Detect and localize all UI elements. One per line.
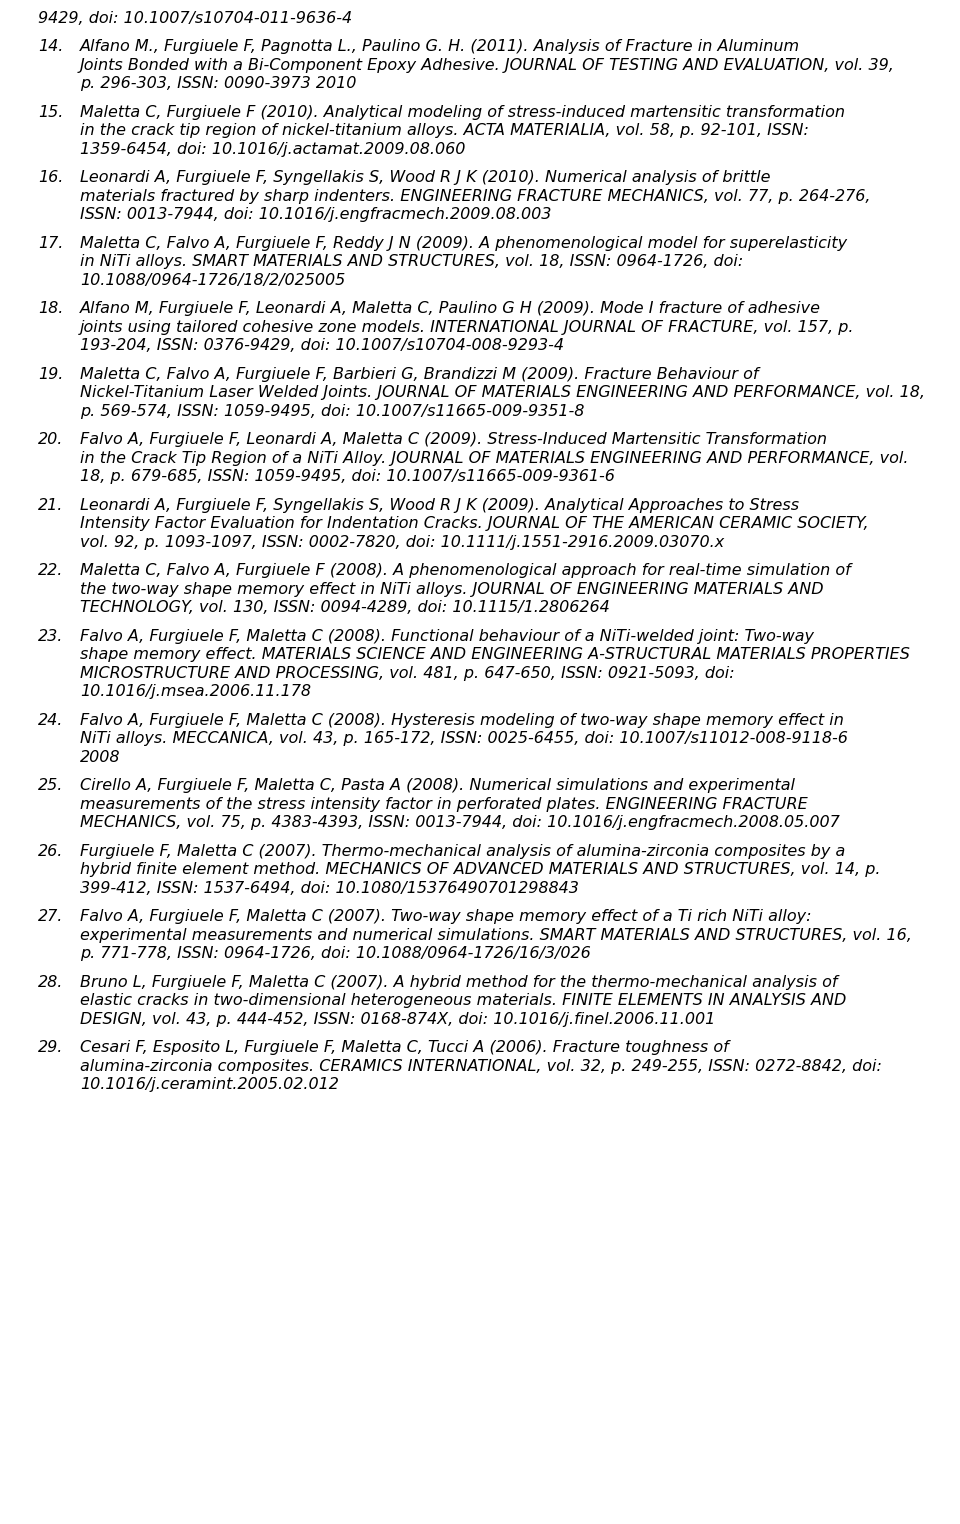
Text: 16.: 16. [38, 171, 63, 186]
Text: MECHANICS, vol. 75, p. 4383-4393, ISSN: 0013-7944, doi: 10.1016/j.engfracmech.20: MECHANICS, vol. 75, p. 4383-4393, ISSN: … [80, 815, 840, 831]
Text: Maletta C, Falvo A, Furgiuele F, Barbieri G, Brandizzi M (2009). Fracture Behavi: Maletta C, Falvo A, Furgiuele F, Barbier… [80, 367, 758, 383]
Text: 27.: 27. [38, 910, 63, 924]
Text: 24.: 24. [38, 713, 63, 728]
Text: 17.: 17. [38, 236, 63, 251]
Text: p. 296-303, ISSN: 0090-3973 2010: p. 296-303, ISSN: 0090-3973 2010 [80, 76, 356, 91]
Text: MICROSTRUCTURE AND PROCESSING, vol. 481, p. 647-650, ISSN: 0921-5093, doi:: MICROSTRUCTURE AND PROCESSING, vol. 481,… [80, 666, 734, 681]
Text: elastic cracks in two-dimensional heterogeneous materials. FINITE ELEMENTS IN AN: elastic cracks in two-dimensional hetero… [80, 994, 847, 1009]
Text: Joints Bonded with a Bi-Component Epoxy Adhesive. JOURNAL OF TESTING AND EVALUAT: Joints Bonded with a Bi-Component Epoxy … [80, 58, 895, 73]
Text: 29.: 29. [38, 1041, 63, 1055]
Text: 22.: 22. [38, 564, 63, 578]
Text: Nickel-Titanium Laser Welded Joints. JOURNAL OF MATERIALS ENGINEERING AND PERFOR: Nickel-Titanium Laser Welded Joints. JOU… [80, 386, 925, 401]
Text: Furgiuele F, Maletta C (2007). Thermo-mechanical analysis of alumina-zirconia co: Furgiuele F, Maletta C (2007). Thermo-me… [80, 844, 845, 860]
Text: 18, p. 679-685, ISSN: 1059-9495, doi: 10.1007/s11665-009-9361-6: 18, p. 679-685, ISSN: 1059-9495, doi: 10… [80, 469, 614, 485]
Text: 10.1088/0964-1726/18/2/025005: 10.1088/0964-1726/18/2/025005 [80, 273, 346, 288]
Text: 28.: 28. [38, 975, 63, 989]
Text: the two-way shape memory effect in NiTi alloys. JOURNAL OF ENGINEERING MATERIALS: the two-way shape memory effect in NiTi … [80, 582, 824, 597]
Text: 399-412, ISSN: 1537-6494, doi: 10.1080/15376490701298843: 399-412, ISSN: 1537-6494, doi: 10.1080/1… [80, 881, 579, 896]
Text: Alfano M., Furgiuele F, Pagnotta L., Paulino G. H. (2011). Analysis of Fracture : Alfano M., Furgiuele F, Pagnotta L., Pau… [80, 40, 800, 55]
Text: Falvo A, Furgiuele F, Maletta C (2008). Hysteresis modeling of two-way shape mem: Falvo A, Furgiuele F, Maletta C (2008). … [80, 713, 844, 728]
Text: 18.: 18. [38, 302, 63, 317]
Text: TECHNOLOGY, vol. 130, ISSN: 0094-4289, doi: 10.1115/1.2806264: TECHNOLOGY, vol. 130, ISSN: 0094-4289, d… [80, 600, 610, 616]
Text: alumina-zirconia composites. CERAMICS INTERNATIONAL, vol. 32, p. 249-255, ISSN: : alumina-zirconia composites. CERAMICS IN… [80, 1059, 882, 1074]
Text: 10.1016/j.ceramint.2005.02.012: 10.1016/j.ceramint.2005.02.012 [80, 1077, 339, 1093]
Text: Maletta C, Falvo A, Furgiuele F, Reddy J N (2009). A phenomenological model for : Maletta C, Falvo A, Furgiuele F, Reddy J… [80, 236, 847, 251]
Text: 193-204, ISSN: 0376-9429, doi: 10.1007/s10704-008-9293-4: 193-204, ISSN: 0376-9429, doi: 10.1007/s… [80, 338, 564, 354]
Text: hybrid finite element method. MECHANICS OF ADVANCED MATERIALS AND STRUCTURES, vo: hybrid finite element method. MECHANICS … [80, 863, 880, 878]
Text: Cirello A, Furgiuele F, Maletta C, Pasta A (2008). Numerical simulations and exp: Cirello A, Furgiuele F, Maletta C, Pasta… [80, 779, 795, 794]
Text: 15.: 15. [38, 105, 63, 120]
Text: Maletta C, Furgiuele F (2010). Analytical modeling of stress-induced martensitic: Maletta C, Furgiuele F (2010). Analytica… [80, 105, 845, 120]
Text: Cesari F, Esposito L, Furgiuele F, Maletta C, Tucci A (2006). Fracture toughness: Cesari F, Esposito L, Furgiuele F, Malet… [80, 1041, 729, 1055]
Text: p. 771-778, ISSN: 0964-1726, doi: 10.1088/0964-1726/16/3/026: p. 771-778, ISSN: 0964-1726, doi: 10.108… [80, 946, 590, 962]
Text: Intensity Factor Evaluation for Indentation Cracks. JOURNAL OF THE AMERICAN CERA: Intensity Factor Evaluation for Indentat… [80, 517, 869, 532]
Text: 26.: 26. [38, 844, 63, 860]
Text: 20.: 20. [38, 433, 63, 448]
Text: shape memory effect. MATERIALS SCIENCE AND ENGINEERING A-STRUCTURAL MATERIALS PR: shape memory effect. MATERIALS SCIENCE A… [80, 648, 910, 663]
Text: Alfano M, Furgiuele F, Leonardi A, Maletta C, Paulino G H (2009). Mode I fractur: Alfano M, Furgiuele F, Leonardi A, Malet… [80, 302, 821, 317]
Text: DESIGN, vol. 43, p. 444-452, ISSN: 0168-874X, doi: 10.1016/j.finel.2006.11.001: DESIGN, vol. 43, p. 444-452, ISSN: 0168-… [80, 1012, 715, 1027]
Text: 1359-6454, doi: 10.1016/j.actamat.2009.08.060: 1359-6454, doi: 10.1016/j.actamat.2009.0… [80, 142, 466, 157]
Text: materials fractured by sharp indenters. ENGINEERING FRACTURE MECHANICS, vol. 77,: materials fractured by sharp indenters. … [80, 189, 871, 204]
Text: Falvo A, Furgiuele F, Maletta C (2007). Two-way shape memory effect of a Ti rich: Falvo A, Furgiuele F, Maletta C (2007). … [80, 910, 811, 924]
Text: Falvo A, Furgiuele F, Leonardi A, Maletta C (2009). Stress-Induced Martensitic T: Falvo A, Furgiuele F, Leonardi A, Malett… [80, 433, 827, 448]
Text: Leonardi A, Furgiuele F, Syngellakis S, Wood R J K (2009). Analytical Approaches: Leonardi A, Furgiuele F, Syngellakis S, … [80, 498, 799, 512]
Text: NiTi alloys. MECCANICA, vol. 43, p. 165-172, ISSN: 0025-6455, doi: 10.1007/s1101: NiTi alloys. MECCANICA, vol. 43, p. 165-… [80, 732, 848, 747]
Text: 19.: 19. [38, 367, 63, 383]
Text: 23.: 23. [38, 629, 63, 643]
Text: Leonardi A, Furgiuele F, Syngellakis S, Wood R J K (2010). Numerical analysis of: Leonardi A, Furgiuele F, Syngellakis S, … [80, 171, 771, 186]
Text: Falvo A, Furgiuele F, Maletta C (2008). Functional behaviour of a NiTi-welded jo: Falvo A, Furgiuele F, Maletta C (2008). … [80, 629, 814, 643]
Text: measurements of the stress intensity factor in perforated plates. ENGINEERING FR: measurements of the stress intensity fac… [80, 797, 807, 812]
Text: p. 569-574, ISSN: 1059-9495, doi: 10.1007/s11665-009-9351-8: p. 569-574, ISSN: 1059-9495, doi: 10.100… [80, 404, 585, 419]
Text: 10.1016/j.msea.2006.11.178: 10.1016/j.msea.2006.11.178 [80, 684, 311, 700]
Text: 25.: 25. [38, 779, 63, 794]
Text: in the crack tip region of nickel-titanium alloys. ACTA MATERIALIA, vol. 58, p. : in the crack tip region of nickel-titani… [80, 123, 809, 139]
Text: experimental measurements and numerical simulations. SMART MATERIALS AND STRUCTU: experimental measurements and numerical … [80, 928, 912, 943]
Text: Maletta C, Falvo A, Furgiuele F (2008). A phenomenological approach for real-tim: Maletta C, Falvo A, Furgiuele F (2008). … [80, 564, 851, 578]
Text: in NiTi alloys. SMART MATERIALS AND STRUCTURES, vol. 18, ISSN: 0964-1726, doi:: in NiTi alloys. SMART MATERIALS AND STRU… [80, 255, 743, 270]
Text: ISSN: 0013-7944, doi: 10.1016/j.engfracmech.2009.08.003: ISSN: 0013-7944, doi: 10.1016/j.engfracm… [80, 207, 551, 223]
Text: 2008: 2008 [80, 750, 121, 765]
Text: 9429, doi: 10.1007/s10704-011-9636-4: 9429, doi: 10.1007/s10704-011-9636-4 [38, 11, 352, 26]
Text: vol. 92, p. 1093-1097, ISSN: 0002-7820, doi: 10.1111/j.1551-2916.2009.03070.x: vol. 92, p. 1093-1097, ISSN: 0002-7820, … [80, 535, 724, 550]
Text: joints using tailored cohesive zone models. INTERNATIONAL JOURNAL OF FRACTURE, v: joints using tailored cohesive zone mode… [80, 320, 854, 335]
Text: Bruno L, Furgiuele F, Maletta C (2007). A hybrid method for the thermo-mechanica: Bruno L, Furgiuele F, Maletta C (2007). … [80, 975, 837, 989]
Text: in the Crack Tip Region of a NiTi Alloy. JOURNAL OF MATERIALS ENGINEERING AND PE: in the Crack Tip Region of a NiTi Alloy.… [80, 451, 908, 466]
Text: 14.: 14. [38, 40, 63, 55]
Text: 21.: 21. [38, 498, 63, 512]
